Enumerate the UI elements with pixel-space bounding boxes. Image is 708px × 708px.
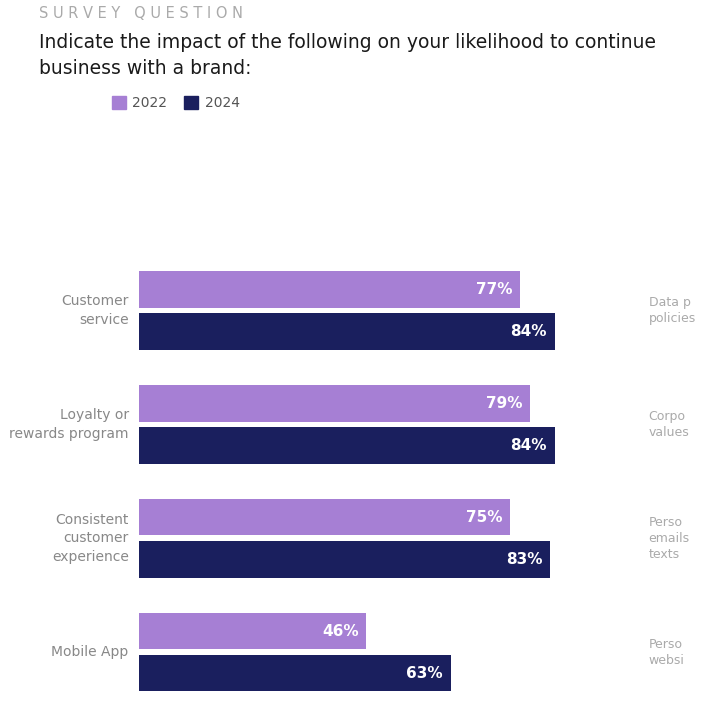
Text: Mobile App: Mobile App — [52, 645, 129, 659]
Legend: 2022, 2024: 2022, 2024 — [106, 91, 246, 116]
Text: Perso
emails
texts: Perso emails texts — [649, 516, 690, 561]
Text: 84%: 84% — [510, 438, 547, 453]
Bar — [139, 499, 510, 535]
Text: S U R V E Y   Q U E S T I O N: S U R V E Y Q U E S T I O N — [39, 6, 243, 21]
Text: Customer
service: Customer service — [62, 295, 129, 327]
Bar — [139, 385, 530, 422]
Text: Perso
websi: Perso websi — [649, 638, 685, 667]
Text: Loyalty or
rewards program: Loyalty or rewards program — [9, 409, 129, 440]
Bar — [139, 541, 549, 578]
Text: 63%: 63% — [406, 666, 443, 681]
Bar — [139, 613, 366, 649]
Bar — [139, 428, 554, 464]
Text: 84%: 84% — [510, 324, 547, 339]
Text: Corpo
values: Corpo values — [649, 410, 690, 439]
Text: Indicate the impact of the following on your likelihood to continue
business wit: Indicate the impact of the following on … — [39, 33, 656, 79]
Text: 77%: 77% — [476, 282, 513, 297]
Text: 83%: 83% — [506, 552, 542, 567]
Text: Data p
policies: Data p policies — [649, 296, 696, 325]
Bar — [139, 271, 520, 308]
Bar — [139, 314, 554, 350]
Text: 75%: 75% — [466, 510, 503, 525]
Text: Consistent
customer
experience: Consistent customer experience — [52, 513, 129, 564]
Bar — [139, 655, 450, 692]
Text: 46%: 46% — [322, 624, 359, 639]
Text: 79%: 79% — [486, 396, 523, 411]
